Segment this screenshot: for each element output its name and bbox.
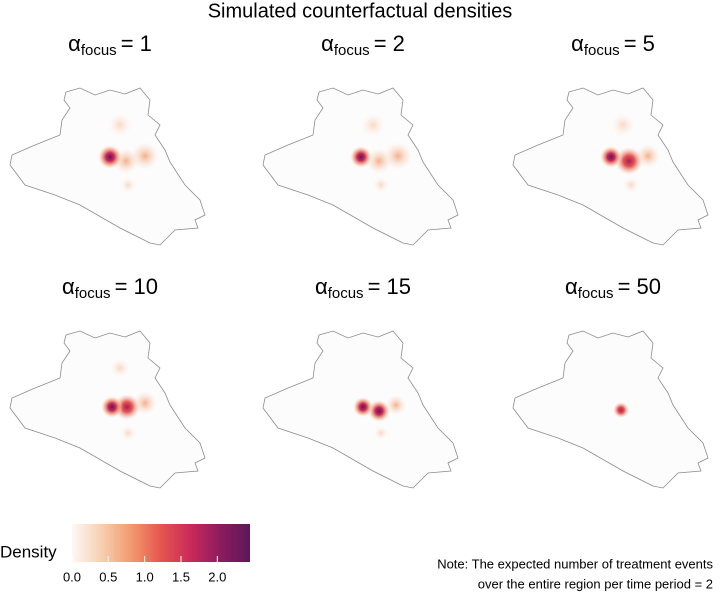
colorbar-tick-label: 0.5	[99, 569, 117, 584]
panel-subscript: focus	[584, 42, 620, 59]
density-blob	[613, 402, 629, 418]
density-blob	[98, 145, 122, 169]
panel-title: αfocus = 2	[321, 31, 405, 59]
panel: αfocus = 1	[9, 31, 206, 246]
density-blob	[353, 397, 373, 417]
panel-title: αfocus = 1	[68, 31, 152, 59]
density-blob	[366, 148, 392, 174]
panel-symbol: α	[571, 31, 584, 56]
density-blob	[623, 177, 639, 193]
colorbar-tick-label: 2.0	[208, 569, 226, 584]
density-blob	[615, 147, 643, 175]
density-blob	[120, 177, 136, 193]
note-line: over the entire region per time period =…	[478, 576, 713, 591]
density-blob	[374, 426, 388, 440]
colorbar-tick-label: 0.0	[63, 569, 81, 584]
panel: αfocus = 5	[512, 31, 709, 246]
panel-label: = 5	[624, 31, 655, 56]
density-blob	[120, 425, 136, 441]
density-blob	[600, 146, 622, 168]
panel-symbol: α	[315, 274, 328, 299]
panel-title: αfocus = 10	[62, 274, 158, 302]
panel-label: = 10	[115, 274, 158, 299]
density-blob	[373, 177, 389, 193]
region-outline	[512, 330, 709, 489]
colorbar-tick-label: 1.5	[172, 569, 190, 584]
note-line: Note: The expected number of treatment e…	[437, 556, 713, 571]
panel: αfocus = 2	[262, 31, 459, 246]
density-blob	[108, 113, 132, 137]
density-blob	[368, 400, 390, 422]
density-blob	[361, 113, 385, 137]
colorbar-tick-label: 1.0	[136, 569, 154, 584]
panel-subscript: focus	[75, 285, 111, 302]
panel-symbol: α	[62, 274, 75, 299]
panel-subscript: focus	[328, 285, 364, 302]
panel-label: = 50	[618, 274, 661, 299]
density-blob	[101, 396, 123, 418]
legend-title: Density	[0, 542, 57, 561]
figure-title: Simulated counterfactual densities	[208, 0, 513, 22]
panel-title: αfocus = 50	[565, 274, 661, 302]
density-blob	[611, 113, 635, 137]
panel-symbol: α	[565, 274, 578, 299]
panel-label: = 1	[121, 31, 152, 56]
panel: αfocus = 10	[9, 274, 206, 489]
panel: αfocus = 50	[512, 274, 709, 489]
panel-title: αfocus = 15	[315, 274, 411, 302]
panel-label: = 15	[368, 274, 411, 299]
panel-title: αfocus = 5	[571, 31, 655, 59]
panel-symbol: α	[68, 31, 81, 56]
panel-subscript: focus	[578, 285, 614, 302]
density-blob	[110, 358, 130, 378]
panel-subscript: focus	[81, 42, 117, 59]
panel-subscript: focus	[334, 42, 370, 59]
density-blob	[350, 146, 372, 168]
panel-label: = 2	[374, 31, 405, 56]
density-blob	[386, 395, 406, 415]
panel: αfocus = 15	[262, 274, 459, 489]
colorbar	[72, 524, 250, 562]
panel-symbol: α	[321, 31, 334, 56]
